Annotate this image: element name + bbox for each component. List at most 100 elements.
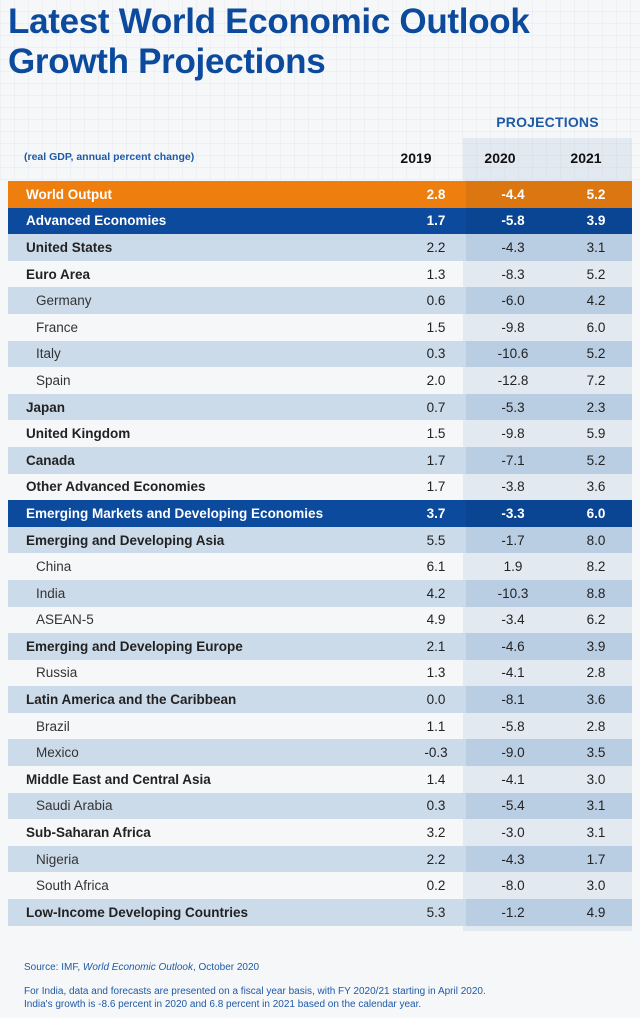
row-label: Emerging Markets and Developing Economie… bbox=[8, 500, 406, 527]
value-2020: -4.4 bbox=[466, 181, 560, 208]
footnote-line-1: For India, data and forecasts are presen… bbox=[24, 986, 486, 997]
column-header-2020: 2020 bbox=[484, 150, 516, 166]
table-row: United States 2.2 -4.3 3.1 bbox=[8, 234, 632, 261]
value-2020: -4.1 bbox=[501, 771, 525, 787]
value-2019: 2.0 bbox=[426, 372, 446, 388]
value-2020: -10.6 bbox=[466, 340, 560, 368]
row-label: Advanced Economies bbox=[8, 207, 406, 235]
row-label: India bbox=[8, 579, 406, 607]
value-2020: -8.1 bbox=[466, 686, 560, 713]
row-label: Other Advanced Economies bbox=[26, 479, 206, 495]
table-row: Emerging Markets and Developing Economie… bbox=[8, 500, 632, 527]
title-line-2: Growth Projections bbox=[8, 42, 326, 81]
row-label: Mexico bbox=[8, 739, 406, 767]
table-row: Low-Income Developing Countries 5.3 -1.2 4.… bbox=[8, 899, 632, 926]
value-2019: 1.3 bbox=[426, 266, 446, 282]
value-2020: -5.4 bbox=[466, 792, 560, 820]
value-2019: 1.7 bbox=[426, 479, 446, 495]
value-2020: -9.8 bbox=[501, 426, 525, 442]
value-2021: 5.9 bbox=[586, 426, 606, 442]
value-2020: -8.3 bbox=[501, 266, 525, 282]
row-label: Italy bbox=[8, 340, 406, 368]
table-row: China 6.1 1.9 8.2 bbox=[8, 553, 632, 580]
india-footnote: For India, data and forecasts are presen… bbox=[24, 986, 486, 1011]
table-row: ASEAN-5 4.9 -3.4 6.2 bbox=[8, 607, 632, 634]
value-2019: 4.9 bbox=[426, 612, 446, 628]
value-2021: 1.7 bbox=[560, 845, 632, 873]
value-2021: 5.2 bbox=[560, 340, 632, 368]
value-2021: 3.1 bbox=[586, 825, 606, 841]
value-2021: 3.1 bbox=[560, 792, 632, 820]
value-2020: -3.0 bbox=[501, 825, 525, 841]
row-label: World Output bbox=[8, 181, 406, 208]
row-label: Spain bbox=[36, 372, 71, 388]
value-2019: 3.7 bbox=[406, 500, 466, 527]
row-label: ASEAN-5 bbox=[36, 612, 94, 628]
value-2020: -5.3 bbox=[466, 393, 560, 421]
value-2019: 5.5 bbox=[406, 526, 466, 554]
value-2021: 5.2 bbox=[560, 446, 632, 474]
value-2021: 3.1 bbox=[560, 234, 632, 261]
table-row: Brazil 1.1 -5.8 2.8 bbox=[8, 713, 632, 740]
column-header-2019: 2019 bbox=[400, 150, 432, 166]
value-2021: 3.6 bbox=[560, 686, 632, 713]
value-2021: 7.2 bbox=[586, 372, 606, 388]
table-row: World Output 2.8 -4.4 5.2 bbox=[8, 181, 632, 208]
value-2019: 0.0 bbox=[406, 686, 466, 713]
row-label: United Kingdom bbox=[26, 426, 131, 442]
table-row: Emerging and Developing Europe 2.1 -4.6 3.9 bbox=[8, 633, 632, 660]
value-2021: 8.0 bbox=[560, 526, 632, 554]
value-2020: -3.8 bbox=[501, 479, 525, 495]
row-label: United States bbox=[8, 234, 406, 261]
value-2019: 1.5 bbox=[426, 426, 446, 442]
row-label: Saudi Arabia bbox=[8, 792, 406, 820]
value-2020: 1.9 bbox=[503, 559, 523, 575]
value-2019: 3.2 bbox=[426, 825, 446, 841]
value-2021: 5.2 bbox=[560, 181, 632, 208]
table-row: Russia 1.3 -4.1 2.8 bbox=[8, 660, 632, 687]
value-2020: -4.1 bbox=[501, 665, 525, 681]
value-2020: -3.4 bbox=[501, 612, 525, 628]
value-2021: 8.2 bbox=[586, 559, 606, 575]
row-label: Low-Income Developing Countries bbox=[8, 899, 406, 926]
value-2021: 6.0 bbox=[560, 500, 632, 527]
value-2020: -3.3 bbox=[466, 500, 560, 527]
row-label: Middle East and Central Asia bbox=[26, 771, 211, 787]
value-2019: 4.2 bbox=[406, 579, 466, 607]
value-2020: -4.3 bbox=[466, 234, 560, 261]
row-label: Emerging and Developing Europe bbox=[8, 633, 406, 660]
value-2021: 3.0 bbox=[586, 771, 606, 787]
value-2021: 3.0 bbox=[586, 878, 606, 894]
source-title: World Economic Outlook bbox=[82, 962, 193, 973]
table-row: Nigeria 2.2 -4.3 1.7 bbox=[8, 845, 632, 873]
value-2021: 2.3 bbox=[560, 393, 632, 421]
value-2021: 5.2 bbox=[586, 266, 606, 282]
table-row: Other Advanced Economies 1.7 -3.8 3.6 bbox=[8, 474, 632, 501]
row-label: Latin America and the Caribbean bbox=[8, 686, 406, 713]
table-row: Japan 0.7 -5.3 2.3 bbox=[8, 393, 632, 421]
value-2019: 0.2 bbox=[426, 878, 446, 894]
row-label: France bbox=[36, 319, 79, 335]
value-2021: 6.2 bbox=[586, 612, 606, 628]
table-row: Middle East and Central Asia 1.4 -4.1 3.0 bbox=[8, 766, 632, 793]
table-row: Germany 0.6 -6.0 4.2 bbox=[8, 287, 632, 314]
footnote-line-2: India's growth is -8.6 percent in 2020 a… bbox=[24, 998, 422, 1010]
value-2021: 4.2 bbox=[560, 287, 632, 314]
value-2020: -7.1 bbox=[466, 446, 560, 474]
row-label: Russia bbox=[36, 665, 78, 681]
table-row: India 4.2 -10.3 8.8 bbox=[8, 579, 632, 607]
value-2019: 1.3 bbox=[426, 665, 446, 681]
value-2019: 0.7 bbox=[406, 393, 466, 421]
value-2019: 1.1 bbox=[426, 718, 446, 734]
row-label: Germany bbox=[8, 287, 406, 314]
title-line-1: Latest World Economic Outlook bbox=[8, 2, 530, 41]
value-2019: 5.3 bbox=[406, 899, 466, 926]
source-note: Source: IMF, World Economic Outlook, Oct… bbox=[24, 962, 259, 973]
table-row: Emerging and Developing Asia 5.5 -1.7 8.0 bbox=[8, 526, 632, 554]
units-label: (real GDP, annual percent change) bbox=[24, 151, 195, 163]
value-2021: 3.6 bbox=[586, 479, 606, 495]
value-2020: -8.0 bbox=[501, 878, 525, 894]
source-prefix: Source: IMF, bbox=[24, 962, 83, 973]
value-2021: 8.8 bbox=[560, 579, 632, 607]
background-mesh bbox=[0, 0, 640, 180]
